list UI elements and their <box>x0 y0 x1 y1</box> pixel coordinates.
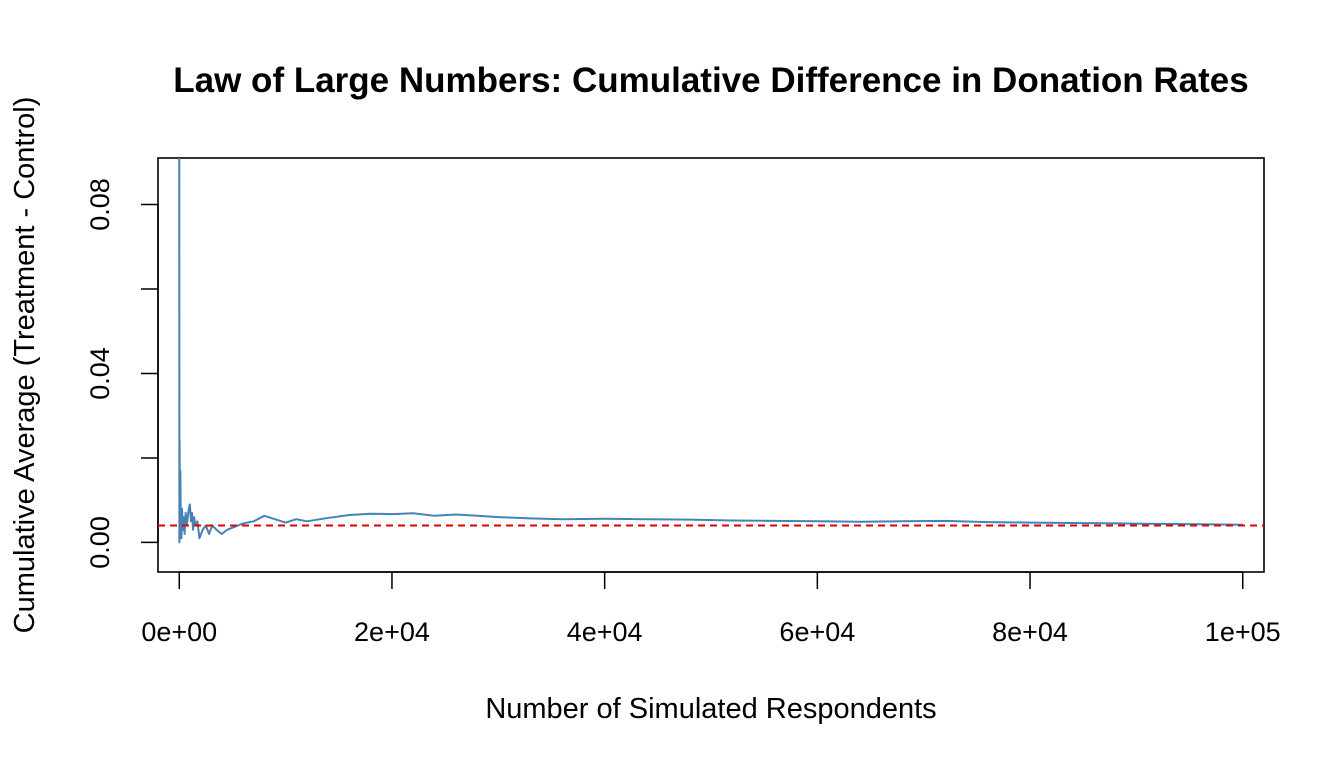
series-line-0 <box>178 157 1243 544</box>
x-tick-label: 0e+00 <box>141 617 217 647</box>
y-axis-label: Cumulative Average (Treatment - Control) <box>9 97 41 634</box>
y-tick-label: 0.08 <box>85 178 115 231</box>
plot-frame <box>157 157 1265 573</box>
x-axis: 0e+00 2e+04 4e+04 6e+04 8e+04 1e+05 <box>141 571 1281 647</box>
y-tick-label: 0.00 <box>85 516 115 569</box>
x-axis-label: Number of Simulated Respondents <box>485 693 936 725</box>
y-tick-label: 0.04 <box>85 347 115 400</box>
x-tick-label: 4e+04 <box>567 617 643 647</box>
plot-area <box>158 157 1264 544</box>
x-tick-label: 6e+04 <box>779 617 855 647</box>
x-tick-label: 1e+05 <box>1205 617 1281 647</box>
x-tick-label: 2e+04 <box>354 617 430 647</box>
x-tick-label: 8e+04 <box>992 617 1068 647</box>
chart-title: Law of Large Numbers: Cumulative Differe… <box>173 61 1248 100</box>
y-axis: 0.00 0.04 0.08 <box>85 178 159 569</box>
